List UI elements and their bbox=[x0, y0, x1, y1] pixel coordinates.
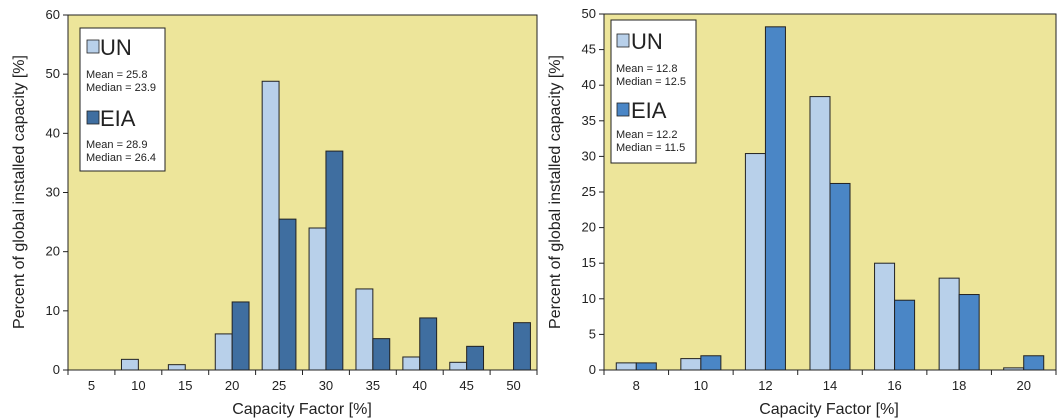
left-legend-eia-swatch bbox=[86, 110, 100, 125]
right-y-tick-label: 45 bbox=[582, 42, 596, 57]
left-bar-eia-25 bbox=[278, 218, 297, 371]
left-bar-eia-35 bbox=[372, 338, 391, 371]
left-x-tick-label: 30 bbox=[319, 378, 333, 393]
right-x-tick-label: 18 bbox=[952, 378, 966, 393]
right-y-tick-label: 15 bbox=[582, 255, 596, 270]
right-y-tick-label: 5 bbox=[589, 326, 596, 341]
left-x-tick-label: 45 bbox=[459, 378, 473, 393]
right-bar-eia-12 bbox=[764, 26, 786, 371]
left-x-tick-label: 5 bbox=[88, 378, 95, 393]
right-bar-eia-14 bbox=[829, 182, 851, 371]
right-y-tick-label: 10 bbox=[582, 291, 596, 306]
left-legend-eia-label: EIA bbox=[100, 106, 136, 131]
left-bar-un-20 bbox=[214, 333, 233, 371]
right-bars bbox=[615, 26, 1045, 371]
right-y-tick-label: 0 bbox=[589, 362, 596, 377]
right-y-ticks: 0 5 10 15 20 25 30 35 40 45 50 bbox=[582, 6, 604, 377]
left-bar-eia-45 bbox=[466, 345, 485, 371]
right-bar-eia-8 bbox=[635, 362, 657, 371]
left-x-tick-label: 10 bbox=[131, 378, 145, 393]
right-bar-un-8 bbox=[615, 362, 637, 371]
right-x-tick-label: 16 bbox=[887, 378, 901, 393]
left-y-tick-label: 30 bbox=[46, 185, 60, 200]
right-legend-eia-median: Median = 11.5 bbox=[616, 142, 685, 154]
right-y-tick-label: 25 bbox=[582, 184, 596, 199]
left-bar-un-45 bbox=[449, 361, 468, 371]
left-y-tick-label: 50 bbox=[46, 66, 60, 81]
right-y-tick-label: 30 bbox=[582, 148, 596, 163]
right-y-tick-label: 35 bbox=[582, 113, 596, 128]
left-legend-eia-mean: Mean = 28.9 bbox=[86, 139, 147, 151]
right-x-ticks: 8 10 12 14 16 18 20 bbox=[603, 370, 1057, 393]
left-bar-un-25 bbox=[261, 80, 280, 371]
left-bar-un-15 bbox=[167, 364, 186, 371]
right-y-tick-label: 50 bbox=[582, 6, 596, 21]
left-legend: UN Mean = 25.8 Median = 23.9 EIA Mean = … bbox=[79, 27, 166, 172]
left-bar-eia-50 bbox=[513, 322, 531, 371]
right-bar-un-18 bbox=[938, 277, 960, 371]
left-legend-un-label: UN bbox=[100, 35, 132, 60]
right-legend-un-swatch bbox=[616, 33, 630, 48]
left-legend-un-median: Median = 23.9 bbox=[86, 82, 156, 94]
right-bar-eia-20 bbox=[1023, 355, 1045, 371]
left-y-tick-label: 40 bbox=[46, 125, 60, 140]
right-bar-eia-10 bbox=[700, 355, 722, 371]
left-bar-un-40 bbox=[402, 356, 421, 371]
right-bar-un-20 bbox=[1003, 367, 1025, 371]
left-x-ticks: 5 10 15 20 25 30 35 40 45 50 bbox=[67, 370, 538, 393]
right-legend-un-median: Median = 12.5 bbox=[616, 76, 686, 88]
right-x-tick-label: 20 bbox=[1016, 378, 1030, 393]
left-chart: 0 10 20 30 40 50 60 5 10 15 20 25 30 35 40 45 50 Capaci… bbox=[11, 7, 538, 418]
right-legend: UN Mean = 12.8 Median = 12.5 EIA Mean = … bbox=[610, 19, 697, 164]
left-y-tick-label: 20 bbox=[46, 244, 60, 259]
left-bar-un-10 bbox=[120, 358, 139, 371]
left-legend-eia-median: Median = 26.4 bbox=[86, 152, 156, 164]
right-bar-un-14 bbox=[809, 96, 831, 371]
right-chart: 0 5 10 15 20 25 30 35 40 45 50 8 10 12 14 16 18 20 Capac… bbox=[547, 6, 1057, 418]
right-y-tick-label: 40 bbox=[582, 77, 596, 92]
left-x-axis-title: Capacity Factor [%] bbox=[232, 401, 372, 418]
left-bar-eia-20 bbox=[231, 301, 250, 371]
right-bar-eia-18 bbox=[958, 294, 980, 371]
left-y-axis-title: Percent of global installed capacity [%] bbox=[11, 55, 28, 329]
right-x-tick-label: 12 bbox=[758, 378, 772, 393]
right-bar-eia-16 bbox=[894, 299, 916, 371]
left-bar-eia-30 bbox=[325, 150, 344, 371]
right-legend-un-label: UN bbox=[631, 29, 663, 54]
right-x-tick-label: 10 bbox=[694, 378, 708, 393]
right-y-tick-label: 20 bbox=[582, 220, 596, 235]
left-bar-un-30 bbox=[308, 227, 327, 371]
right-bar-un-12 bbox=[744, 153, 766, 371]
right-legend-eia-swatch bbox=[616, 102, 630, 117]
right-legend-un-mean: Mean = 12.8 bbox=[616, 63, 677, 75]
left-y-tick-label: 0 bbox=[53, 362, 60, 377]
left-x-tick-label: 20 bbox=[225, 378, 239, 393]
left-bars bbox=[120, 80, 531, 371]
left-bar-un-35 bbox=[355, 288, 374, 371]
left-x-tick-label: 40 bbox=[413, 378, 427, 393]
left-x-tick-label: 25 bbox=[272, 378, 286, 393]
left-y-ticks: 0 10 20 30 40 50 60 bbox=[46, 7, 68, 377]
left-legend-un-mean: Mean = 25.8 bbox=[86, 69, 147, 81]
right-y-axis-title: Percent of global installed capacity [%] bbox=[547, 55, 564, 329]
left-legend-un-swatch bbox=[86, 39, 100, 54]
left-y-tick-label: 60 bbox=[46, 7, 60, 22]
right-bar-un-16 bbox=[874, 262, 896, 371]
right-bar-un-10 bbox=[680, 358, 702, 371]
right-legend-eia-mean: Mean = 12.2 bbox=[616, 129, 677, 141]
right-legend-eia-label: EIA bbox=[631, 98, 667, 123]
left-x-tick-label: 50 bbox=[506, 378, 520, 393]
left-y-tick-label: 10 bbox=[46, 303, 60, 318]
left-bar-eia-40 bbox=[419, 317, 438, 371]
right-x-tick-label: 14 bbox=[823, 378, 837, 393]
right-x-tick-label: 8 bbox=[633, 378, 640, 393]
right-x-axis-title: Capacity Factor [%] bbox=[759, 401, 899, 418]
left-x-tick-label: 15 bbox=[178, 378, 192, 393]
left-x-tick-label: 35 bbox=[366, 378, 380, 393]
